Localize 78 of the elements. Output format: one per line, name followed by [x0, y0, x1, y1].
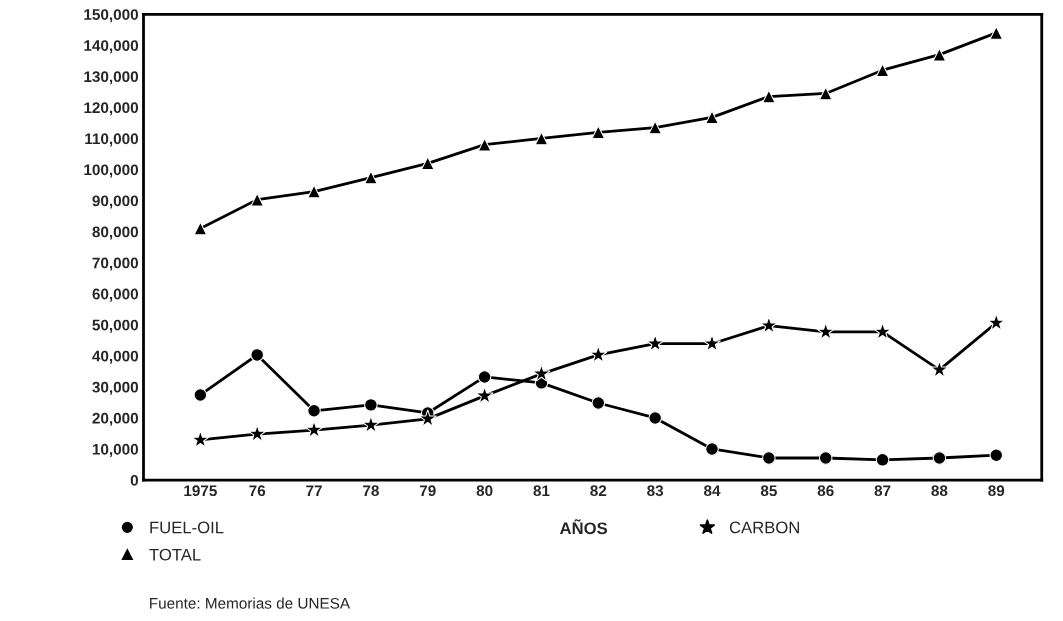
point	[477, 137, 492, 152]
point	[250, 192, 264, 207]
y-tick-label: 10,000	[92, 443, 139, 457]
x-tick-label: 84	[704, 485, 721, 497]
x-tick-label: 79	[419, 485, 436, 497]
x-tick-label: 1975	[184, 485, 217, 497]
point	[705, 110, 719, 125]
point	[364, 398, 378, 412]
point	[193, 221, 208, 236]
y-tick-label: 0	[130, 474, 139, 486]
x-tick-label: 85	[760, 485, 777, 497]
point	[818, 86, 833, 101]
point	[361, 415, 381, 433]
point	[987, 313, 1006, 331]
x-axis-title: AÑOS	[559, 519, 608, 535]
point	[475, 386, 494, 404]
source-note: Fuente: Memorias de UNESA	[150, 597, 351, 609]
point	[591, 396, 606, 410]
y-tick-label: 70,000	[92, 257, 139, 271]
point	[762, 451, 776, 465]
legend-label: TOTAL	[149, 548, 201, 561]
point	[759, 316, 778, 334]
point	[477, 370, 492, 384]
point	[248, 424, 267, 442]
point	[932, 47, 947, 62]
y-tick-label: 100,000	[84, 164, 139, 178]
x-tick-label: 81	[533, 485, 550, 497]
y-tick-label: 110,000	[85, 133, 139, 147]
point	[932, 451, 947, 465]
x-tick-label: 77	[306, 485, 322, 496]
point	[420, 156, 435, 171]
y-tick-label: 140,000	[84, 40, 139, 54]
y-tick-label: 90,000	[92, 195, 139, 209]
y-tick-label: 150,000	[84, 9, 139, 23]
x-tick-label: 88	[931, 485, 948, 497]
y-tick-label: 30,000	[92, 381, 139, 395]
point	[364, 170, 378, 185]
y-tick-label: 130,000	[84, 71, 139, 85]
point	[702, 334, 722, 352]
point	[646, 334, 665, 352]
x-tick-label: 87	[874, 485, 891, 497]
x-tick-label: 89	[988, 485, 1005, 497]
point	[930, 360, 949, 378]
point	[648, 411, 662, 425]
point	[307, 184, 321, 199]
point	[589, 345, 608, 363]
legend-label: CARBON	[729, 521, 799, 534]
x-tick-label: 86	[817, 485, 834, 497]
y-tick-label: 120,000	[84, 102, 139, 116]
point	[989, 448, 1004, 462]
point	[250, 348, 264, 362]
y-tick-label: 50,000	[92, 319, 139, 333]
point	[648, 120, 662, 135]
y-tick-label: 60,000	[92, 288, 139, 302]
point	[418, 409, 437, 427]
point	[304, 420, 324, 438]
point	[818, 451, 833, 465]
point	[534, 131, 549, 146]
point	[191, 430, 210, 448]
point	[816, 322, 835, 340]
point	[705, 442, 719, 456]
legend-label: FUEL-OIL	[150, 521, 224, 534]
y-tick-label: 40,000	[92, 350, 139, 364]
x-tick-label: 76	[249, 485, 266, 497]
x-tick-label: 78	[363, 485, 379, 497]
x-tick-label: 83	[647, 485, 664, 497]
x-tick-label: 80	[476, 485, 493, 497]
point	[193, 388, 208, 402]
point	[307, 404, 321, 418]
point	[762, 89, 776, 104]
x-tick-label: 82	[590, 485, 607, 497]
point	[875, 63, 890, 77]
point	[875, 453, 890, 467]
point	[591, 125, 606, 140]
point	[532, 364, 551, 382]
point	[989, 26, 1004, 40]
y-tick-label: 80,000	[92, 226, 139, 240]
y-tick-label: 20,000	[92, 412, 139, 426]
